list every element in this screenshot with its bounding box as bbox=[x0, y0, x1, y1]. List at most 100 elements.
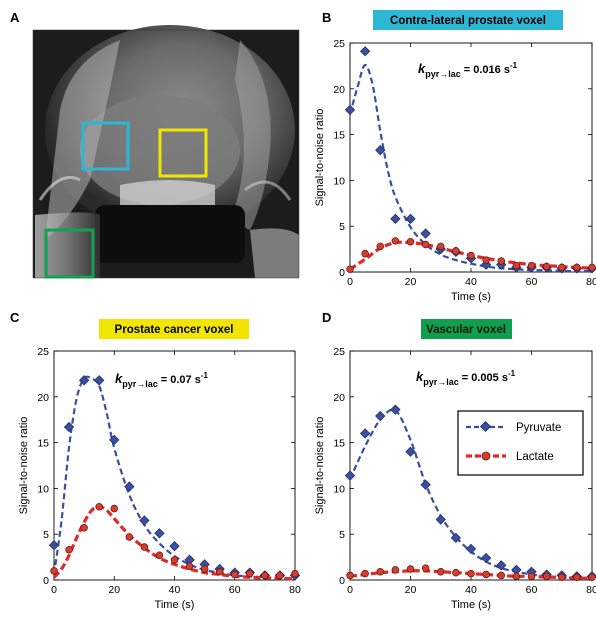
x-tick-label: 80 bbox=[289, 584, 301, 596]
panel-d-pyruvate-point bbox=[359, 428, 371, 439]
panel-d-pyruvate-point bbox=[344, 470, 356, 481]
panel-letter-b: B bbox=[322, 10, 331, 25]
y-axis-label: Signal-to-noise ratio bbox=[314, 109, 326, 207]
panel-d-lactate-point bbox=[346, 571, 354, 580]
y-tick-label: 0 bbox=[43, 575, 49, 587]
y-tick-label: 5 bbox=[339, 529, 345, 541]
x-tick-label: 80 bbox=[586, 276, 596, 288]
panel-d-pyruvate-point bbox=[405, 446, 416, 457]
panel-d-lactate-point bbox=[467, 569, 475, 578]
y-axis-label: Signal-to-noise ratio bbox=[18, 417, 30, 515]
panel-b-title-badge bbox=[373, 10, 563, 30]
panel-c-lactate-point bbox=[276, 571, 284, 580]
panel-c-lactate-point bbox=[125, 533, 134, 541]
y-axis-label: Signal-to-noise ratio bbox=[314, 417, 326, 515]
panel-d-lactate-point bbox=[482, 570, 490, 579]
panel-b-lactate-point bbox=[557, 263, 566, 272]
panel-c-lactate-point bbox=[291, 569, 299, 578]
panel-d-lactate-point bbox=[361, 569, 369, 578]
panel-b-pyruvate-point bbox=[405, 213, 416, 225]
panel-letter-c: C bbox=[10, 310, 20, 325]
plot-frame bbox=[349, 42, 593, 273]
panel-b-lactate-point bbox=[361, 249, 369, 258]
panel-d-lactate-point bbox=[376, 568, 385, 576]
panel-d-lactate-point bbox=[497, 571, 506, 580]
panel-c-lactate-point bbox=[80, 524, 88, 532]
panel-d-pyruvate-point bbox=[450, 532, 462, 544]
panel-d-lactate-point bbox=[527, 572, 536, 581]
panel-c-pyruvate-point bbox=[124, 481, 135, 492]
legend-pyruvate-marker bbox=[479, 420, 492, 433]
panel-d-lactate-point bbox=[421, 564, 430, 572]
panel-c-lactate-point bbox=[140, 543, 149, 551]
x-tick-label: 20 bbox=[405, 276, 417, 288]
panel-c-pyruvate-point bbox=[139, 515, 150, 526]
x-tick-label: 60 bbox=[229, 584, 241, 596]
x-tick-label: 60 bbox=[526, 276, 538, 288]
panel-b-lactate-point bbox=[406, 238, 415, 246]
panel-c-pyruvate-point bbox=[48, 540, 60, 551]
x-tick-label: 40 bbox=[465, 584, 477, 596]
panel-b-lactate-point bbox=[376, 242, 385, 251]
panel-d-lactate-point bbox=[437, 568, 445, 576]
y-tick-label: 10 bbox=[37, 483, 49, 495]
y-tick-label: 5 bbox=[339, 221, 345, 233]
legend-box bbox=[457, 410, 584, 476]
panel-c-lactate-point bbox=[185, 562, 194, 571]
panel-d-lactate-point bbox=[542, 572, 551, 581]
panel-c-lactate-point bbox=[170, 556, 179, 564]
panel-c-rate-annotation: kpyr→lac = 0.07 s-1 bbox=[115, 371, 209, 389]
chart-panel-d: 0 20 40 60 80 0 5 10 15 20 25 Time (s) Signal-to-noi… bbox=[314, 346, 596, 611]
x-tick-label: 0 bbox=[347, 584, 353, 596]
y-tick-label: 10 bbox=[333, 175, 345, 187]
y-tick-label: 20 bbox=[333, 392, 345, 404]
panel-d-lactate-point bbox=[588, 573, 596, 582]
panel-b-lactate-point bbox=[467, 251, 475, 260]
y-tick-label: 25 bbox=[333, 38, 345, 50]
green-roi-box bbox=[44, 228, 95, 279]
panel-b-pyruvate-point bbox=[359, 46, 371, 57]
panel-c-title: Prostate cancer voxel bbox=[115, 324, 234, 336]
x-tick-label: 40 bbox=[465, 276, 477, 288]
panel-b-title: Contra-lateral prostate voxel bbox=[390, 15, 546, 27]
cyan-roi-box bbox=[81, 121, 130, 171]
panel-c-pyruvate-point bbox=[94, 375, 105, 386]
x-tick-label: 20 bbox=[405, 584, 417, 596]
y-tick-label: 15 bbox=[37, 438, 49, 450]
panel-d-title: Vascular voxel bbox=[426, 324, 506, 336]
panel-c-pyruvate-point bbox=[154, 528, 165, 539]
panel-letter-a: A bbox=[10, 10, 20, 25]
yellow-roi-box bbox=[158, 128, 208, 178]
panel-d-lactate-point bbox=[573, 573, 581, 582]
panel-c-lactate-point bbox=[95, 502, 103, 511]
panel-d-pyruvate-point bbox=[420, 479, 431, 490]
panel-c-pyruvate-point bbox=[169, 540, 180, 552]
y-tick-label: 5 bbox=[43, 529, 49, 541]
panel-c-pyruvate-point bbox=[63, 421, 75, 433]
panel-b-pyruvate-point bbox=[344, 104, 356, 116]
x-tick-label: 40 bbox=[169, 584, 181, 596]
legend: Pyruvate Lactate bbox=[457, 410, 584, 476]
panel-b-lactate-point bbox=[437, 242, 445, 251]
panel-c-lactate-point bbox=[110, 504, 118, 513]
panel-c-pyruvate-point bbox=[109, 434, 120, 446]
x-tick-label: 60 bbox=[526, 584, 538, 596]
x-axis-label: Time (s) bbox=[451, 599, 491, 611]
panel-b-pyruvate-fit-line bbox=[348, 63, 592, 273]
panel-c-lactate-point bbox=[231, 570, 239, 579]
panel-b-lactate-point bbox=[421, 240, 430, 249]
panel-c-title-badge bbox=[99, 319, 249, 339]
y-tick-label: 15 bbox=[333, 130, 345, 142]
panel-b-rate-annotation: kpyr→lac = 0.016 s-1 bbox=[418, 61, 518, 79]
y-tick-label: 20 bbox=[333, 84, 345, 96]
panel-b-lactate-point bbox=[588, 263, 596, 272]
panel-b-lactate-point bbox=[482, 256, 490, 264]
y-tick-label: 0 bbox=[339, 267, 345, 279]
panel-b-lactate-point bbox=[573, 263, 581, 272]
panel-c-lactate-point bbox=[215, 568, 224, 576]
panel-b-pyruvate-point bbox=[390, 213, 401, 225]
y-tick-label: 10 bbox=[333, 483, 345, 495]
x-tick-label: 20 bbox=[108, 584, 120, 596]
panel-d-pyruvate-point bbox=[435, 514, 446, 525]
legend-lactate-label: Lactate bbox=[516, 451, 554, 463]
